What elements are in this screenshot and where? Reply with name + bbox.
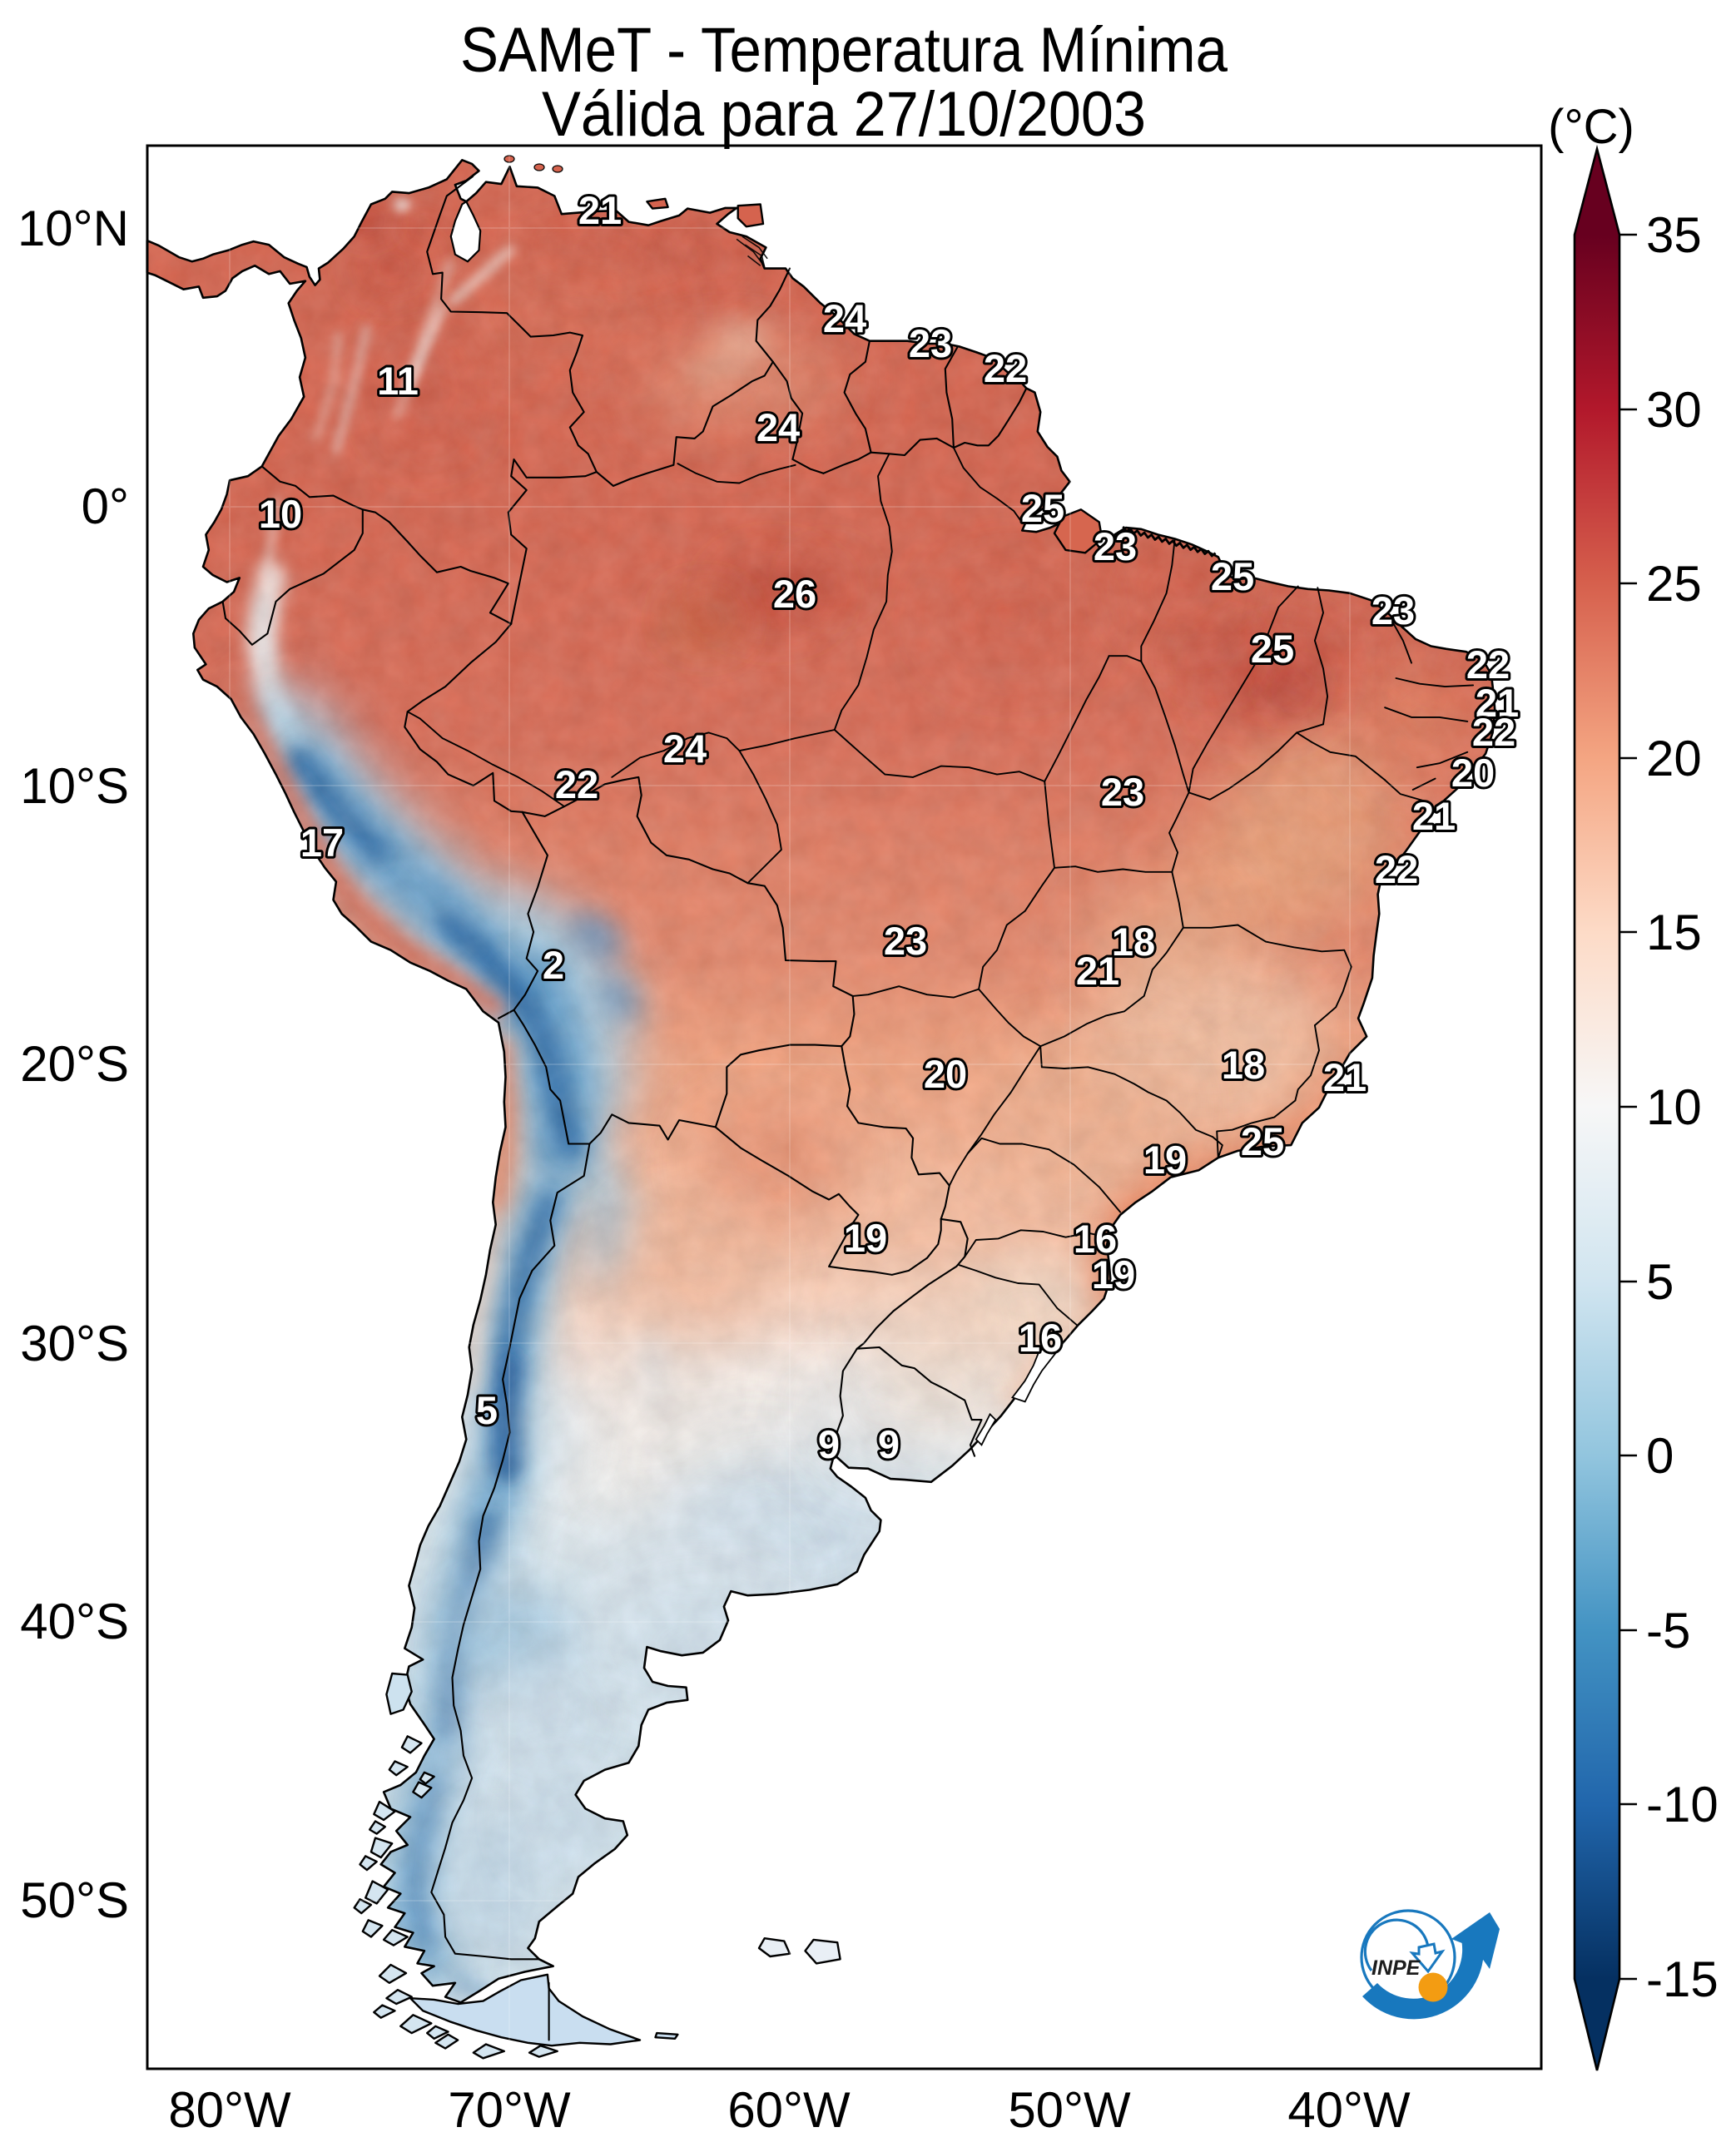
svg-text:17: 17 bbox=[300, 821, 344, 865]
svg-text:22: 22 bbox=[1375, 847, 1418, 891]
svg-text:19: 19 bbox=[1143, 1138, 1187, 1182]
svg-text:23: 23 bbox=[909, 321, 952, 365]
svg-text:SAMeT - Temperatura Mínima: SAMeT - Temperatura Mínima bbox=[460, 15, 1228, 86]
svg-text:20: 20 bbox=[924, 1052, 967, 1096]
svg-text:50°S: 50°S bbox=[20, 1872, 129, 1928]
svg-text:24: 24 bbox=[756, 405, 800, 449]
svg-text:-10: -10 bbox=[1646, 1777, 1719, 1832]
svg-text:9: 9 bbox=[878, 1422, 900, 1466]
svg-text:23: 23 bbox=[1371, 588, 1415, 632]
svg-text:21: 21 bbox=[1323, 1055, 1366, 1099]
svg-text:25: 25 bbox=[1241, 1119, 1284, 1163]
svg-text:25: 25 bbox=[1211, 554, 1254, 598]
svg-text:20: 20 bbox=[1451, 751, 1495, 795]
svg-text:70°W: 70°W bbox=[448, 2082, 571, 2138]
svg-text:21: 21 bbox=[1076, 949, 1119, 993]
svg-text:Válida para 27/10/2003: Válida para 27/10/2003 bbox=[542, 79, 1146, 150]
svg-text:18: 18 bbox=[1222, 1043, 1265, 1087]
svg-text:40°S: 40°S bbox=[20, 1594, 129, 1649]
svg-text:INPE: INPE bbox=[1371, 1956, 1421, 1980]
svg-text:80°W: 80°W bbox=[168, 2082, 291, 2138]
svg-text:24: 24 bbox=[823, 296, 866, 340]
svg-text:10°S: 10°S bbox=[20, 758, 129, 814]
svg-text:25: 25 bbox=[1646, 556, 1702, 612]
svg-text:21: 21 bbox=[1412, 794, 1456, 838]
svg-text:21: 21 bbox=[578, 188, 622, 232]
svg-text:22: 22 bbox=[1466, 642, 1510, 687]
svg-text:(°C): (°C) bbox=[1548, 100, 1634, 154]
svg-text:16: 16 bbox=[1074, 1217, 1117, 1261]
svg-text:21: 21 bbox=[1476, 681, 1519, 725]
svg-text:5: 5 bbox=[1646, 1254, 1674, 1310]
svg-text:18: 18 bbox=[1112, 920, 1155, 964]
svg-text:30°S: 30°S bbox=[20, 1316, 129, 1371]
svg-text:9: 9 bbox=[818, 1422, 840, 1466]
svg-text:50°W: 50°W bbox=[1008, 2082, 1131, 2138]
svg-text:19: 19 bbox=[1092, 1252, 1135, 1297]
svg-text:24: 24 bbox=[663, 726, 707, 771]
svg-text:30: 30 bbox=[1646, 382, 1702, 438]
svg-text:-5: -5 bbox=[1646, 1603, 1690, 1659]
svg-text:10°N: 10°N bbox=[17, 201, 129, 256]
svg-text:22: 22 bbox=[1472, 710, 1515, 754]
svg-text:40°W: 40°W bbox=[1287, 2082, 1411, 2138]
svg-text:-15: -15 bbox=[1646, 1951, 1719, 2007]
svg-text:22: 22 bbox=[555, 762, 598, 806]
svg-text:23: 23 bbox=[1101, 770, 1144, 814]
svg-text:15: 15 bbox=[1646, 905, 1702, 960]
svg-text:23: 23 bbox=[884, 919, 927, 963]
svg-text:25: 25 bbox=[1251, 627, 1294, 671]
svg-text:16: 16 bbox=[1019, 1316, 1062, 1360]
svg-text:10: 10 bbox=[259, 492, 302, 536]
svg-text:10: 10 bbox=[1646, 1079, 1702, 1135]
svg-text:20°S: 20°S bbox=[20, 1036, 129, 1092]
svg-text:60°W: 60°W bbox=[727, 2082, 851, 2138]
svg-text:0°: 0° bbox=[82, 478, 129, 534]
svg-text:19: 19 bbox=[844, 1216, 887, 1260]
svg-text:2: 2 bbox=[543, 943, 564, 987]
svg-text:26: 26 bbox=[773, 572, 816, 616]
svg-text:22: 22 bbox=[984, 346, 1027, 390]
svg-text:11: 11 bbox=[377, 359, 419, 403]
svg-text:23: 23 bbox=[1094, 524, 1137, 568]
svg-text:25: 25 bbox=[1021, 486, 1064, 530]
svg-text:0: 0 bbox=[1646, 1428, 1674, 1484]
svg-text:20: 20 bbox=[1646, 731, 1702, 786]
svg-text:5: 5 bbox=[476, 1388, 498, 1432]
svg-text:35: 35 bbox=[1646, 207, 1702, 263]
